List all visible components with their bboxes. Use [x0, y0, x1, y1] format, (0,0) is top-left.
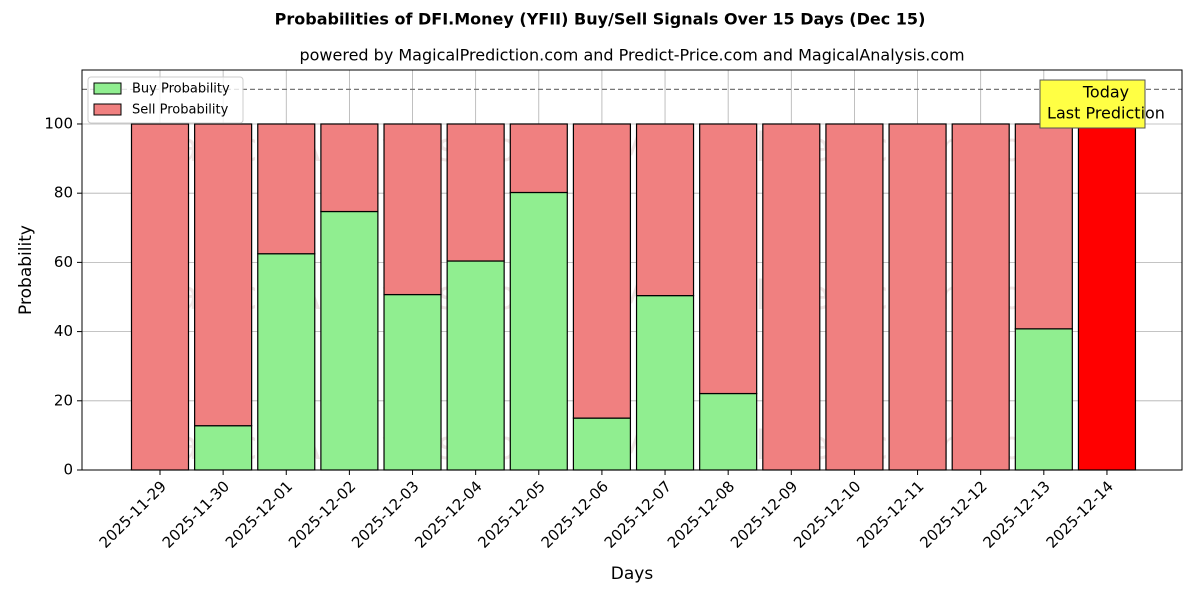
x-tick-label: 2025-12-12 — [916, 477, 990, 551]
x-tick-label: 2025-12-05 — [474, 477, 548, 551]
bar — [1077, 123, 1137, 471]
x-tick-label: 2025-12-07 — [601, 477, 675, 551]
annotation: Last Prediction — [1047, 104, 1165, 123]
bar — [194, 425, 253, 471]
bar — [635, 123, 695, 297]
legend-swatch — [93, 82, 122, 95]
bar — [383, 293, 442, 471]
bar — [194, 123, 253, 427]
bar — [320, 123, 379, 213]
y-axis-label: Probability — [16, 225, 36, 315]
bar — [825, 123, 884, 471]
bar — [762, 123, 821, 471]
bar — [888, 123, 947, 471]
bar — [951, 123, 1010, 471]
annotation: Today — [1082, 83, 1129, 102]
bar — [509, 191, 568, 471]
bar — [509, 123, 568, 194]
x-tick-label: 2025-12-09 — [727, 477, 801, 551]
legend-label: Sell Probability — [132, 103, 229, 118]
bar — [320, 210, 379, 471]
chart-title: Probabilities of DFI.Money (YFII) Buy/Se… — [275, 10, 926, 29]
x-tick-label: 2025-12-04 — [411, 477, 485, 551]
y-tick-label: 40 — [54, 322, 73, 340]
x-tick-label: 2025-12-06 — [538, 477, 612, 551]
x-tick-label: 2025-12-11 — [853, 477, 927, 551]
x-tick-label: 2025-11-30 — [159, 477, 233, 551]
y-tick-label: 0 — [63, 461, 73, 479]
x-tick-label: 2025-12-10 — [790, 477, 864, 551]
x-tick-label: 2025-12-14 — [1043, 477, 1117, 551]
x-tick-label: 2025-11-29 — [96, 477, 170, 551]
annotation-box — [1039, 79, 1146, 129]
legend-label: Buy Probability — [132, 82, 230, 97]
x-tick-label: 2025-12-02 — [285, 477, 359, 551]
bar — [446, 260, 505, 471]
bar — [130, 123, 190, 471]
legend-swatch — [93, 103, 122, 116]
x-tick-label: 2025-12-03 — [348, 477, 422, 551]
y-tick-label: 60 — [54, 253, 73, 271]
bar — [1014, 123, 1073, 330]
bar — [446, 123, 505, 262]
legend-box — [87, 76, 244, 124]
chart-subtitle: powered by MagicalPrediction.com and Pre… — [299, 46, 964, 65]
bar — [383, 123, 442, 296]
bar — [635, 295, 695, 471]
x-tick-label: 2025-12-08 — [664, 477, 738, 551]
x-axis-label: Days — [611, 564, 654, 584]
x-tick-label: 2025-12-01 — [222, 477, 296, 551]
x-tick-label: 2025-12-13 — [979, 477, 1053, 551]
bar — [1014, 328, 1073, 471]
y-tick-label: 20 — [54, 391, 73, 409]
bar — [572, 123, 632, 419]
y-tick-label: 100 — [44, 114, 73, 132]
bar — [699, 392, 758, 471]
bar — [257, 253, 316, 471]
bar — [572, 417, 632, 471]
plot-frame — [81, 69, 1183, 471]
bar — [699, 123, 758, 395]
y-tick-label: 80 — [54, 184, 73, 202]
bar — [257, 123, 316, 255]
